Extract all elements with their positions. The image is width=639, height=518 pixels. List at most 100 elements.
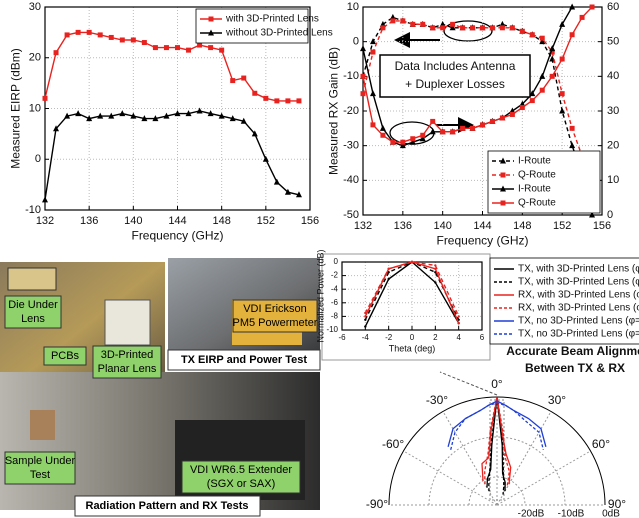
chart: -6 -4 -2 0 2 4 6 -10 -8 -6 -4 -2 0 Theta (deg) Normali… bbox=[316, 249, 491, 361]
x-axis-label: Frequency (GHz) bbox=[131, 229, 223, 243]
y-tick-label: -10 bbox=[343, 70, 359, 82]
polar-angle-label: -60° bbox=[382, 437, 404, 451]
marker bbox=[108, 34, 114, 40]
vertex bbox=[457, 315, 460, 318]
marker bbox=[86, 29, 92, 35]
polar-r-label: 0dB bbox=[602, 509, 620, 518]
legend-label: I-Route bbox=[518, 156, 551, 167]
photo-caption: Radiation Pattern and RX Tests bbox=[86, 500, 249, 512]
legend-label: RX, with 3D-Printed Lens (φ=0 bbox=[518, 290, 639, 301]
chart: 132 136 140 144 148 152 156 -10 0 10 20 30 Frequency… bbox=[9, 1, 333, 243]
photo-label: Test bbox=[30, 469, 50, 481]
marker bbox=[470, 25, 476, 31]
marker bbox=[509, 111, 515, 117]
legend-label: without 3D-Printed Lens bbox=[225, 28, 333, 39]
marker bbox=[370, 49, 376, 55]
legend-label: TX, with 3D-Printed Lens (φ=9 bbox=[518, 277, 639, 288]
marker bbox=[589, 4, 595, 10]
marker bbox=[175, 45, 180, 51]
caption-box bbox=[74, 495, 261, 517]
x-tick-label: 156 bbox=[301, 215, 319, 227]
polar-series bbox=[447, 400, 547, 447]
marker bbox=[97, 112, 104, 119]
marker bbox=[196, 107, 203, 114]
x-tick-label: 136 bbox=[394, 220, 412, 232]
y-tick-label: 30 bbox=[29, 1, 41, 13]
marker bbox=[285, 98, 291, 104]
marker bbox=[251, 130, 258, 137]
marker bbox=[241, 75, 247, 81]
legend-label: I-Route bbox=[518, 184, 551, 195]
photo-label: VDI WR6.5 Extender bbox=[190, 464, 292, 476]
polar-series bbox=[488, 396, 505, 495]
legend-label: Q-Route bbox=[518, 170, 556, 181]
legend-label: TX, no 3D-Printed Lens (φ=90 bbox=[518, 329, 639, 340]
vertex bbox=[364, 325, 367, 328]
polar-angle-label: 30° bbox=[548, 393, 566, 407]
vertex bbox=[387, 277, 390, 281]
marker bbox=[141, 40, 147, 46]
marker bbox=[489, 118, 495, 124]
x-tick-label: 148 bbox=[513, 220, 531, 232]
marker bbox=[429, 128, 436, 135]
marker bbox=[229, 115, 236, 122]
marker bbox=[549, 73, 555, 79]
photo-label-box bbox=[92, 345, 162, 379]
marker bbox=[430, 118, 436, 124]
marker bbox=[152, 115, 159, 122]
marker bbox=[295, 191, 302, 198]
polar-grid-ring bbox=[468, 476, 526, 506]
marker bbox=[460, 25, 466, 31]
marker bbox=[529, 32, 535, 38]
polar-r-label: -10dB bbox=[558, 509, 585, 518]
caption-box bbox=[167, 349, 321, 371]
marker bbox=[519, 105, 525, 111]
polar-series bbox=[481, 396, 512, 485]
marker bbox=[108, 112, 115, 119]
x-tick-label: 6 bbox=[480, 333, 485, 342]
polar-spoke bbox=[496, 450, 591, 506]
x-tick-label: 132 bbox=[36, 215, 54, 227]
marker bbox=[369, 38, 376, 45]
marker bbox=[410, 21, 416, 27]
photo-label: 3D-Printed bbox=[101, 349, 154, 361]
marker bbox=[569, 142, 576, 149]
plot-frame bbox=[362, 6, 603, 216]
marker bbox=[380, 25, 386, 31]
annotation: + Duplexer Losses bbox=[405, 77, 505, 91]
y-tick-label: -50 bbox=[343, 209, 359, 221]
marker bbox=[75, 29, 81, 35]
photo-label-box bbox=[4, 295, 62, 329]
y-tick-label: 10 bbox=[29, 102, 41, 114]
x-tick-label: 144 bbox=[168, 215, 186, 227]
marker bbox=[273, 178, 280, 185]
y2-tick-label: 10 bbox=[607, 174, 619, 186]
legend-label: TX, no 3D-Printed Lens (φ=0° bbox=[518, 316, 639, 327]
marker bbox=[400, 139, 406, 145]
marker bbox=[42, 95, 48, 101]
marker bbox=[480, 122, 485, 128]
polar-angle-label: 90° bbox=[608, 497, 626, 511]
marker bbox=[499, 25, 505, 31]
marker bbox=[559, 91, 565, 97]
marker bbox=[207, 110, 214, 117]
x-tick-label: 4 bbox=[456, 333, 461, 342]
marker bbox=[539, 38, 546, 45]
y-tick-label: 0 bbox=[35, 153, 41, 165]
annotation-box bbox=[379, 54, 531, 98]
marker bbox=[390, 139, 396, 145]
polar-angle-label: -30° bbox=[426, 393, 448, 407]
y-axis-label: Measured RX Gain (dB) bbox=[327, 47, 341, 175]
y-tick-label: -40 bbox=[343, 174, 359, 186]
polar-chart: -20dB -10dB 0dB -90° -60° -30° 0° 30° 60° 90° TX, … bbox=[366, 257, 639, 518]
photo-detail bbox=[104, 299, 151, 346]
marker bbox=[480, 25, 485, 31]
y2-tick-label: 20 bbox=[607, 140, 619, 152]
marker bbox=[440, 129, 446, 135]
y2-tick-label: 40 bbox=[607, 70, 619, 82]
marker bbox=[263, 95, 269, 101]
legend-label: RX, with 3D-Printed Lens (φ=9 bbox=[518, 303, 639, 314]
marker bbox=[208, 45, 214, 51]
x-tick-label: 144 bbox=[473, 220, 491, 232]
vertex bbox=[434, 264, 437, 267]
